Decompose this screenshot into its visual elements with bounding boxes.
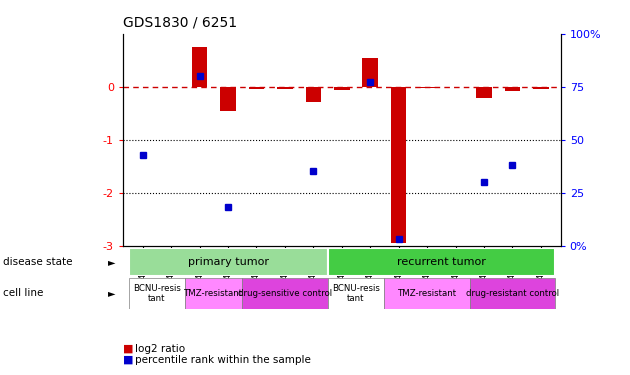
Bar (328, 278, 384, 309)
Bar (328, 248, 555, 276)
Bar (533, 87, 549, 89)
Text: recurrent tumor: recurrent tumor (397, 256, 486, 267)
Bar (249, 87, 265, 89)
Text: ■: ■ (123, 344, 134, 354)
Text: drug-resistant control: drug-resistant control (466, 289, 559, 298)
Bar (419, 87, 435, 88)
Bar (384, 278, 470, 309)
Bar (185, 278, 243, 309)
Text: percentile rank within the sample: percentile rank within the sample (135, 355, 311, 365)
Text: BCNU-resis
tant: BCNU-resis tant (332, 284, 380, 303)
Text: ■: ■ (123, 355, 134, 365)
Text: log2 ratio: log2 ratio (135, 344, 186, 354)
Bar (505, 87, 520, 91)
Bar (362, 58, 378, 87)
Bar (334, 87, 350, 90)
Bar (243, 278, 328, 309)
Text: disease state: disease state (3, 257, 72, 267)
Text: drug-sensitive control: drug-sensitive control (238, 289, 332, 298)
Bar (192, 47, 207, 87)
Text: ►: ► (108, 257, 116, 267)
Bar (306, 87, 321, 102)
Bar (277, 87, 293, 89)
Bar (129, 278, 185, 309)
Text: TMZ-resistant: TMZ-resistant (398, 289, 457, 298)
Bar (476, 87, 492, 98)
Text: TMZ-resistant: TMZ-resistant (184, 289, 243, 298)
Text: cell line: cell line (3, 288, 43, 298)
Bar (220, 87, 236, 111)
Text: primary tumor: primary tumor (188, 256, 268, 267)
Bar (470, 278, 555, 309)
Bar (391, 87, 406, 243)
Text: ►: ► (108, 288, 116, 298)
Text: BCNU-resis
tant: BCNU-resis tant (133, 284, 181, 303)
Bar (129, 248, 328, 276)
Text: GDS1830 / 6251: GDS1830 / 6251 (123, 16, 237, 30)
